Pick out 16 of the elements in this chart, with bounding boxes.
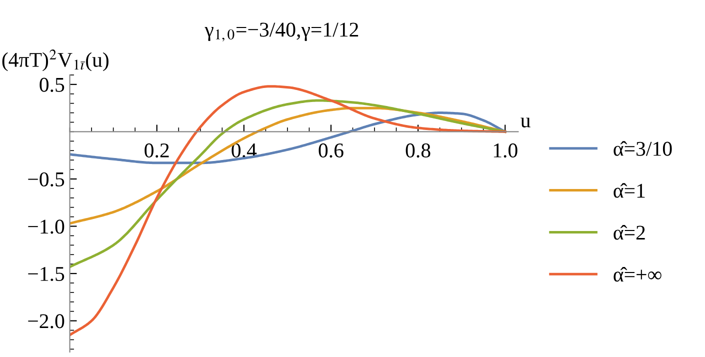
x-tick-label: 1.0 [494,143,518,158]
y-axis-title: (4πT)$^{2}$V$_{1ī}$(u) [2,50,108,72]
legend-label: α̂=2 [614,225,645,240]
y-tick-label: −1.0 [28,220,64,234]
x-tick-label: 0.2 [144,143,169,158]
x-tick-label: 0.6 [318,143,344,158]
chart-title: γ$_{1,0}$=−3/40,γ=1/12 [204,22,358,42]
y-tick-label: −0.5 [28,172,64,186]
y-tick-label: −1.5 [28,267,64,282]
x-axis-title: u [520,118,530,128]
y-tick-label: 0.5 [40,78,64,92]
y-tick-label: −2.0 [28,314,64,328]
x-tick-label: 0.8 [406,143,430,158]
legend-label: α̂=3/10 [614,141,672,156]
legend-label: α̂=1 [614,183,645,198]
legend-label: α̂=+∞ [614,266,662,282]
